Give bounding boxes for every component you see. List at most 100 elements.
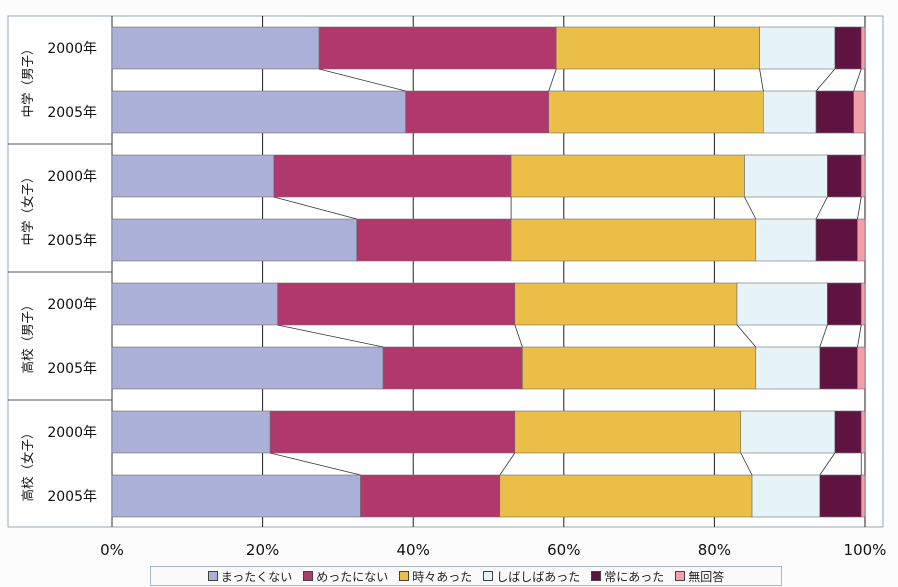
series-connector-line (815, 68, 836, 92)
legend-item: 無回答 (675, 568, 724, 585)
row-label: 2000年 (47, 41, 97, 57)
x-tick-label: 0% (100, 541, 124, 559)
series-connector-line (857, 324, 862, 348)
bar-segment (857, 218, 866, 262)
bar-segment (111, 282, 278, 326)
bar-segment (277, 282, 516, 326)
x-tick-label: 20% (246, 541, 279, 559)
group-label: 中学（男子） (20, 42, 35, 117)
bar-segment (318, 26, 557, 70)
x-tick-label: 100% (844, 541, 887, 559)
legend-item: めったにない (303, 568, 388, 585)
bar-segment (548, 90, 764, 134)
series-connector-line (736, 324, 757, 348)
group-label: 高校（男子） (20, 298, 35, 373)
bar-segment (360, 474, 501, 518)
row-label: 2000年 (47, 425, 97, 441)
row-label: 2000年 (47, 297, 97, 313)
bar-segment (759, 26, 836, 70)
bar-segment (853, 90, 866, 134)
legend-label: 無回答 (688, 569, 725, 584)
bar-segment (827, 154, 862, 198)
bar-segment (744, 154, 828, 198)
legend-label: めったにない (316, 569, 389, 584)
bar-segment (111, 154, 275, 198)
series-connector-line (548, 68, 557, 92)
legend-item: 時々あった (399, 568, 472, 585)
bar-segment (834, 410, 862, 454)
bar-segment (111, 90, 406, 134)
series-connector-line (273, 196, 357, 220)
bar-segment (405, 90, 550, 134)
bar-segment (755, 218, 817, 262)
bar-segment (751, 474, 821, 518)
bar-segment (755, 346, 821, 390)
x-tick-label: 60% (547, 541, 580, 559)
bar-segment (111, 218, 358, 262)
legend-label: 時々あった (412, 569, 473, 584)
row-label: 2005年 (47, 489, 97, 505)
bar-segment (815, 218, 858, 262)
bar-segment (356, 218, 512, 262)
series-connector-line (744, 196, 757, 220)
bar-segment (111, 26, 320, 70)
bar-segment (860, 282, 866, 326)
bar-segment (111, 474, 361, 518)
legend-swatch (399, 571, 410, 581)
bar-segment (555, 26, 760, 70)
legend-label: しばしばあった (496, 569, 581, 584)
bar-segment (736, 282, 828, 326)
bar-segment (522, 346, 757, 390)
legend-item: まったくない (207, 568, 293, 585)
legend-swatch (207, 571, 218, 581)
group-label: 高校（女子） (20, 426, 35, 501)
series-connector-line (277, 324, 384, 348)
bar-segment (819, 474, 862, 518)
bar-segment (860, 410, 866, 454)
bar-segment (510, 154, 745, 198)
bar-segment (860, 154, 866, 198)
series-connector-line (815, 196, 828, 220)
bar-segment (815, 90, 855, 134)
group-label: 中学（女子） (20, 170, 35, 245)
bar-segment (382, 346, 523, 390)
bar-segment (763, 90, 817, 134)
bar-segment (834, 26, 862, 70)
chart-legend: まったくない めったにない 時々あった しばしばあった 常にあった 無回答 (150, 566, 782, 586)
legend-label: 常にあった (604, 569, 665, 584)
row-label: 2005年 (47, 105, 97, 121)
legend-item: しばしばあった (483, 568, 580, 585)
bar-segment (510, 218, 757, 262)
series-connector-line (857, 196, 862, 220)
legend-swatch (303, 571, 314, 581)
legend-swatch (483, 571, 494, 581)
bar-segment (740, 410, 836, 454)
legend-swatch (591, 571, 602, 581)
row-label: 2005年 (47, 361, 97, 377)
bar-segment (273, 154, 512, 198)
bar-segment (111, 346, 384, 390)
series-connector-line (819, 452, 836, 476)
bar-segment (111, 410, 271, 454)
series-connector-line (759, 68, 764, 92)
series-connector-line (740, 452, 753, 476)
series-connector-line (514, 324, 523, 348)
bar-segment (819, 346, 858, 390)
bar-segment (514, 282, 738, 326)
row-label: 2000年 (47, 169, 97, 185)
legend-label: まったくない (220, 569, 293, 584)
legend-item: 常にあった (591, 568, 664, 585)
bar-segment (514, 410, 742, 454)
series-connector-line (270, 452, 361, 476)
x-tick-label: 80% (698, 541, 731, 559)
bar-segment (860, 474, 866, 518)
bar-segment (857, 346, 866, 390)
series-connector-line (499, 452, 516, 476)
row-label: 2005年 (47, 233, 97, 249)
bar-segment (827, 282, 862, 326)
bar-segment (499, 474, 753, 518)
legend-swatch (675, 571, 686, 581)
bar-segment (269, 410, 516, 454)
x-tick-label: 40% (397, 541, 430, 559)
